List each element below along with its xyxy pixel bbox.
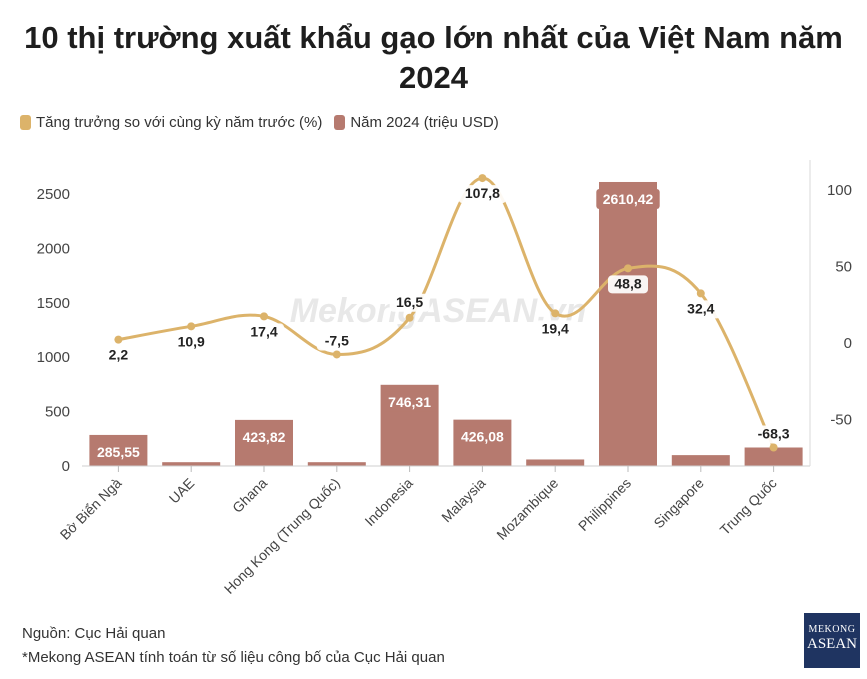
line-series: 2,2 10,9 17,4 -7,5 16,5 107,8 19,4 48,8 32,4 -68,…: [102, 174, 798, 452]
growth-label-bg: [458, 185, 507, 204]
legend-label-value: Năm 2024 (triệu USD): [350, 114, 499, 131]
bar-value-label: 426,08: [461, 429, 504, 445]
bar-value-label: 285,55: [97, 444, 140, 460]
growth-value-label: 16,5: [396, 294, 423, 310]
growth-value-label: 17,4: [250, 323, 277, 339]
legend-swatch-value: [334, 115, 346, 130]
x-category-label: Singapore: [650, 475, 707, 532]
growth-line: [118, 176, 775, 449]
growth-label-bg: [316, 332, 357, 351]
bar: [307, 462, 366, 466]
growth-value-label: 48,8: [614, 275, 641, 291]
growth-point: [769, 443, 778, 452]
growth-value-label: 107,8: [465, 185, 500, 201]
x-category-label: Ghana: [229, 475, 270, 516]
legend-item-growth: Tăng trưởng so với cùng kỳ năm trước (%): [20, 114, 322, 131]
bar-value-label: 2610,42: [603, 191, 654, 207]
bar: [599, 181, 657, 466]
x-category-label: UAE: [166, 475, 198, 507]
growth-value-label: 10,9: [178, 333, 205, 349]
x-category-label: Malaysia: [438, 475, 489, 526]
bar-value-label: 423,82: [243, 429, 286, 445]
bar-value-label: 746,31: [388, 394, 431, 410]
growth-point: [260, 312, 268, 321]
growth-point: [405, 313, 414, 322]
growth-point: [624, 264, 632, 273]
growth-value-label: 2,2: [109, 347, 129, 363]
chart-title: 10 thị trường xuất khẩu gạo lớn nhất của…: [24, 20, 843, 95]
source-note: Nguồn: Cục Hải quan *Mekong ASEAN tính t…: [22, 622, 445, 670]
x-category-label: Mozambique: [493, 475, 561, 543]
legend-item-value: Năm 2024 (triệu USD): [334, 114, 499, 131]
y-right-tick-label: -50: [830, 412, 852, 429]
bar-series: 285,55 423,82 746,31 426,08 2610,42: [89, 181, 803, 466]
logo-line-1: MEKONG: [808, 624, 856, 635]
growth-value-label: -7,5: [325, 332, 349, 348]
y-right-tick-label: 50: [835, 259, 852, 276]
y-left-tick-label: 500: [45, 404, 70, 421]
bar-label-bg: [90, 441, 146, 462]
growth-label-bg: [749, 425, 798, 444]
bar: [526, 459, 585, 466]
x-category-label: Philippines: [575, 475, 634, 534]
growth-label-bg: [389, 293, 430, 312]
y-right-tick-label: 0: [844, 335, 852, 352]
growth-value-label: 32,4: [687, 300, 714, 316]
y-left-tick-label: 1500: [37, 295, 70, 312]
source-line: Nguồn: Cục Hải quan: [22, 625, 166, 642]
growth-label-bg: [102, 346, 135, 365]
bar: [671, 455, 730, 466]
legend-swatch-growth: [20, 115, 31, 130]
growth-label-bg: [171, 333, 212, 352]
bar: [162, 462, 221, 466]
growth-point: [551, 309, 560, 318]
bar-label-bg: [382, 391, 438, 412]
growth-label-bg: [680, 300, 721, 319]
bar-label-bg: [596, 188, 660, 209]
y-right-tick-label: 100: [827, 182, 852, 199]
logo-line-2: ASEAN: [806, 636, 857, 652]
legend-label-growth: Tăng trưởng so với cùng kỳ năm trước (%): [36, 114, 323, 131]
y-left-tick-label: 2000: [37, 240, 70, 257]
growth-point: [696, 289, 705, 298]
growth-value-label: 19,4: [542, 320, 569, 336]
calculation-note: *Mekong ASEAN tính toán từ số liệu công …: [22, 649, 445, 666]
growth-point: [478, 174, 487, 183]
growth-label-bg: [608, 275, 648, 294]
bar-label-bg: [454, 426, 510, 447]
bar: [744, 447, 803, 466]
growth-value-label: -68,3: [758, 425, 790, 441]
bar-label-bg: [236, 426, 292, 447]
x-category-label: Bờ Biển Ngà: [57, 475, 125, 543]
growth-point: [114, 335, 123, 344]
growth-label-bg: [535, 320, 576, 339]
x-category-label: Trung Quốc: [717, 475, 780, 538]
y-left-tick-label: 2500: [37, 186, 70, 203]
y-left-tick-label: 0: [62, 458, 70, 475]
mekong-asean-logo: MEKONG ASEAN: [804, 613, 860, 668]
x-category-label: Indonesia: [361, 475, 415, 529]
legend: Tăng trưởng so với cùng kỳ năm trước (%)…: [20, 114, 511, 131]
y-left-tick-label: 1000: [37, 349, 70, 366]
growth-point: [187, 322, 196, 331]
growth-label-bg: [244, 323, 284, 342]
growth-point: [332, 350, 341, 359]
axes: 0 500 1000 1500 2000 2500 -50 0 50 100 Bờ Biển Ngà…: [37, 160, 852, 597]
